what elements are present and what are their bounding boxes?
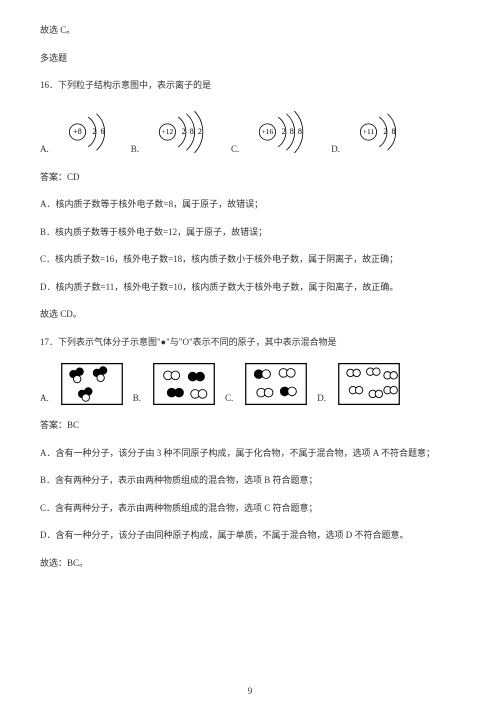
- q17-exB: B．含有两种分子，表示由两种物质组成的混合物，选项 B 符合题意；: [40, 474, 460, 488]
- q17-optB-label: B.: [133, 392, 141, 406]
- section-title: 多选题: [40, 52, 460, 66]
- atom-diagram-B: +12 2 8 2: [147, 107, 225, 157]
- atom-A-nucleus: +8: [73, 127, 82, 136]
- atom-B-shell1: 2: [182, 127, 186, 136]
- q16-stem: 16．下列粒子结构示意图中，表示离子的是: [40, 79, 460, 93]
- q17-optD-label: D.: [317, 392, 326, 406]
- top-note: 故选 C。: [40, 24, 460, 38]
- molecule-box-C: [245, 363, 307, 405]
- q16-exD: D．核内质子数=11，核外电子数=10，核内质子数大于核外电子数，属于阳离子，故…: [40, 281, 460, 295]
- q17-optC-label: C.: [225, 392, 233, 406]
- atom-B-nucleus: +12: [162, 127, 174, 136]
- q16-conclude: 故选 CD。: [40, 308, 460, 322]
- q16-optC-label: C.: [231, 143, 239, 157]
- q17-exA: A．含有一种分子，该分子由 3 种不同原子构成，属于化合物，不属于混合物，选项 …: [40, 447, 460, 461]
- atom-C-shell3: 8: [298, 127, 302, 136]
- q16-answer: 答案：CD: [40, 171, 460, 185]
- q17-optA-label: A.: [40, 392, 49, 406]
- molecule-box-D: [338, 363, 400, 405]
- atom-D-nucleus: +11: [363, 127, 375, 136]
- atom-A-shell1: 2: [92, 127, 96, 136]
- q17-stem: 17．下列表示气体分子示意图"●"与"O"表示不同的原子，其中表示混合物是: [40, 336, 460, 350]
- atom-B-shell3: 2: [198, 127, 202, 136]
- page-number: 9: [0, 685, 500, 699]
- molecule-box-B: [153, 363, 215, 405]
- atom-B-shell2: 8: [190, 127, 194, 136]
- atom-C-shell1: 2: [282, 127, 286, 136]
- q16-exB: B．核内质子数等于核外电子数=12，属于原子，故错误；: [40, 226, 460, 240]
- molecule-box-A: [61, 363, 123, 405]
- q16-exC: C．核内质子数=16，核外电子数=18，核内质子数小于核外电子数，属于阴离子，故…: [40, 253, 460, 267]
- atom-C-shell2: 8: [290, 127, 294, 136]
- atom-A-shell2: 6: [100, 127, 104, 136]
- atom-D-shell2: 8: [391, 127, 395, 136]
- q16-exA: A．核内质子数等于核外电子数=8，属于原子，故错误；: [40, 198, 460, 212]
- atom-diagram-A: +8 2 6: [57, 107, 125, 157]
- page: 故选 C。 多选题 16．下列粒子结构示意图中，表示离子的是 A. +8 2 6…: [0, 0, 500, 708]
- q17-exD: D．含有一种分子，该分子由同种原子构成，属于单质，不属于混合物，选项 D 不符合…: [40, 529, 460, 543]
- atom-D-shell1: 2: [383, 127, 387, 136]
- q17-figure-row: A. B. C.: [40, 363, 460, 405]
- q16-figure-row: A. +8 2 6 B. +12 2 8 2 C.: [40, 107, 460, 157]
- q16-optA-label: A.: [40, 143, 49, 157]
- atom-diagram-D: +11 2 8: [348, 107, 416, 157]
- q16-optD-label: D.: [331, 143, 340, 157]
- atom-C-nucleus: +16: [262, 127, 274, 136]
- q17-conclude: 故选：BC。: [40, 557, 460, 571]
- q17-exC: C．含有两种分子，表示由两种物质组成的混合物，选项 C 符合题意；: [40, 502, 460, 516]
- atom-diagram-C: +16 2 8 8: [247, 107, 325, 157]
- q17-answer: 答案：BC: [40, 419, 460, 433]
- q16-optB-label: B.: [131, 143, 139, 157]
